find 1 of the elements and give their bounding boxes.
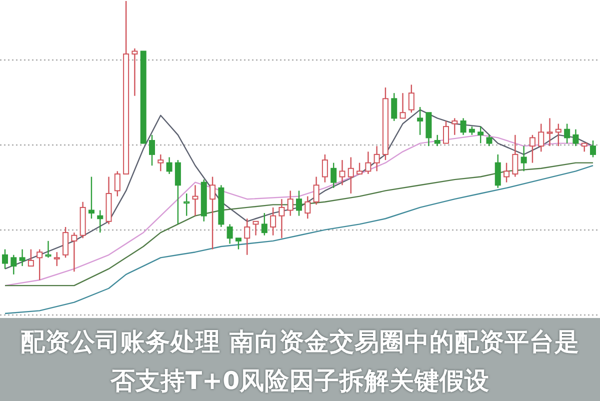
title: 配资公司账务处理 南向资金交易圈中的配资平台是否支持T+0风险因子拆解关键假设 xyxy=(20,326,580,397)
